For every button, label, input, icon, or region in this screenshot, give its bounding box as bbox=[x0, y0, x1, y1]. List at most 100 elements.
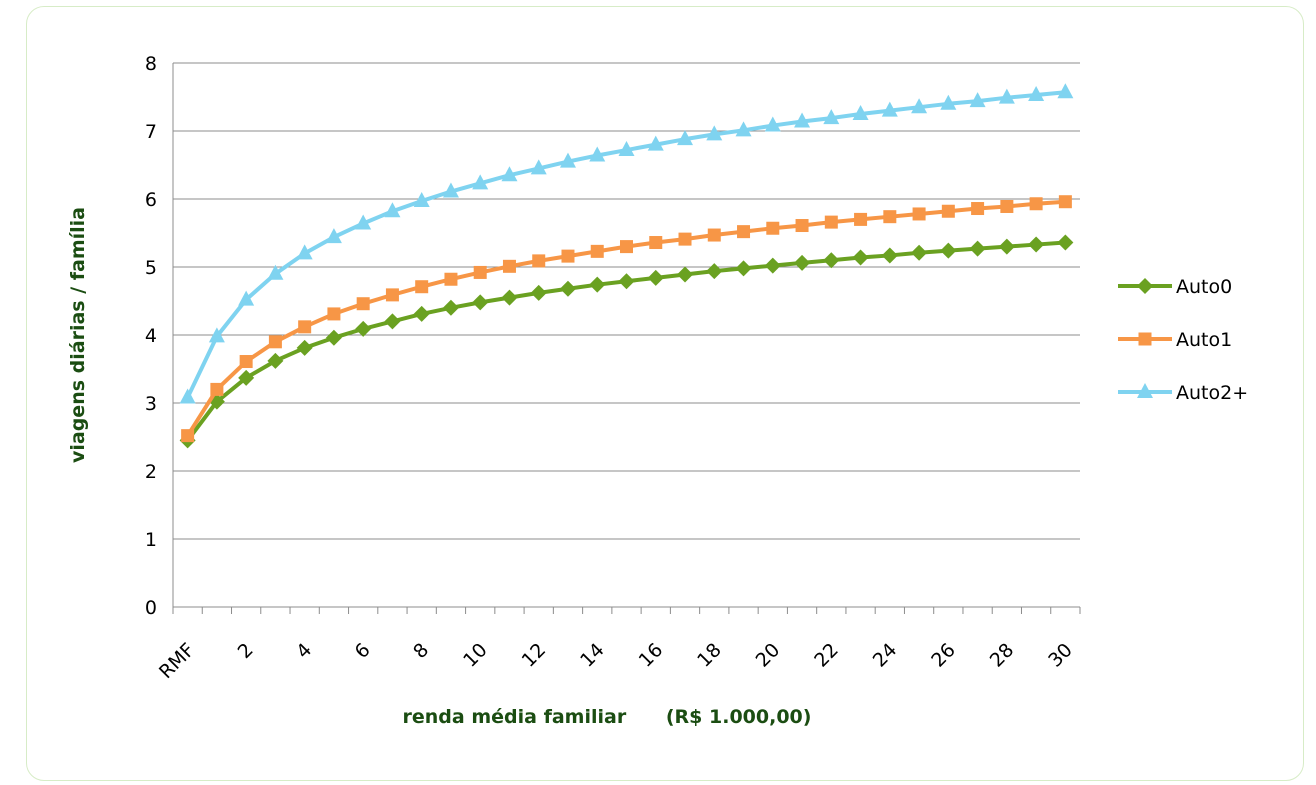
data-point-auto0 bbox=[589, 277, 605, 293]
data-point-auto1 bbox=[269, 335, 282, 348]
legend-marker-auto0 bbox=[1137, 278, 1153, 294]
data-point-auto0 bbox=[940, 243, 956, 259]
data-point-auto0 bbox=[531, 285, 547, 301]
data-point-auto1 bbox=[181, 429, 194, 442]
legend-label-auto1: Auto1 bbox=[1176, 329, 1232, 351]
legend-marker-auto1 bbox=[1139, 333, 1152, 346]
x-tick-label: RMF bbox=[155, 639, 199, 683]
data-point-auto0 bbox=[999, 239, 1015, 255]
data-point-auto2 bbox=[180, 389, 196, 404]
x-tick-label: 22 bbox=[810, 639, 843, 672]
data-point-auto1 bbox=[825, 216, 838, 229]
series-lines bbox=[180, 83, 1074, 448]
data-point-auto0 bbox=[472, 294, 488, 310]
data-point-auto1 bbox=[240, 355, 253, 368]
series-line-auto1 bbox=[188, 202, 1066, 436]
data-point-auto1 bbox=[913, 207, 926, 220]
data-point-auto0 bbox=[823, 252, 839, 268]
data-point-auto1 bbox=[796, 219, 809, 232]
data-point-auto0 bbox=[355, 321, 371, 337]
data-point-auto1 bbox=[708, 229, 721, 242]
x-tick-label: 30 bbox=[1044, 639, 1077, 672]
data-point-auto1 bbox=[357, 297, 370, 310]
x-tick-label: 28 bbox=[986, 639, 1019, 672]
x-tick-label: 20 bbox=[752, 639, 785, 672]
data-point-auto1 bbox=[679, 233, 692, 246]
x-tick-label: 18 bbox=[693, 639, 726, 672]
y-tick-label: 5 bbox=[145, 257, 157, 279]
data-point-auto1 bbox=[649, 236, 662, 249]
data-point-auto1 bbox=[532, 254, 545, 267]
data-point-auto0 bbox=[326, 330, 342, 346]
data-point-auto0 bbox=[1057, 235, 1073, 251]
data-point-auto1 bbox=[444, 273, 457, 286]
data-point-auto0 bbox=[443, 300, 459, 316]
data-point-auto0 bbox=[853, 249, 869, 265]
data-point-auto0 bbox=[267, 353, 283, 369]
data-point-auto0 bbox=[882, 247, 898, 263]
data-point-auto2 bbox=[1057, 83, 1073, 98]
data-point-auto0 bbox=[736, 260, 752, 276]
data-point-auto1 bbox=[971, 202, 984, 215]
x-axis-title: renda média familiar (R$ 1.000,00) bbox=[403, 706, 812, 728]
data-point-auto1 bbox=[1000, 200, 1013, 213]
data-point-auto0 bbox=[501, 290, 517, 306]
data-point-auto1 bbox=[591, 245, 604, 258]
data-point-auto0 bbox=[677, 266, 693, 282]
data-point-auto0 bbox=[765, 258, 781, 274]
data-point-auto0 bbox=[297, 340, 313, 356]
data-point-auto1 bbox=[883, 210, 896, 223]
x-tick-label: 6 bbox=[351, 639, 375, 663]
data-point-auto1 bbox=[854, 213, 867, 226]
data-point-auto1 bbox=[386, 288, 399, 301]
data-point-auto0 bbox=[794, 255, 810, 271]
data-point-auto0 bbox=[970, 241, 986, 257]
x-tick-label: 16 bbox=[635, 639, 668, 672]
data-point-auto1 bbox=[620, 240, 633, 253]
data-point-auto1 bbox=[327, 307, 340, 320]
data-point-auto0 bbox=[706, 263, 722, 279]
data-point-auto0 bbox=[414, 306, 430, 322]
y-tick-label: 1 bbox=[145, 529, 157, 551]
legend-label-auto0: Auto0 bbox=[1176, 276, 1232, 298]
y-tick-label: 8 bbox=[145, 53, 157, 75]
y-tick-label: 0 bbox=[145, 597, 157, 619]
data-point-auto0 bbox=[384, 313, 400, 329]
data-point-auto0 bbox=[1028, 237, 1044, 253]
x-tick-label: 2 bbox=[234, 639, 258, 663]
y-axis-title: viagens diárias / família bbox=[67, 207, 89, 463]
x-tick-label: 12 bbox=[518, 639, 551, 672]
data-point-auto1 bbox=[474, 266, 487, 279]
y-tick-label: 2 bbox=[145, 461, 157, 483]
y-axis-ticks: 0 1 2 3 4 5 6 7 8 bbox=[145, 53, 157, 619]
data-point-auto1 bbox=[298, 320, 311, 333]
series-line-auto0 bbox=[188, 243, 1066, 441]
data-point-auto0 bbox=[911, 245, 927, 261]
data-point-auto0 bbox=[619, 273, 635, 289]
data-point-auto1 bbox=[1030, 197, 1043, 210]
x-tick-label: 24 bbox=[869, 639, 902, 672]
data-point-auto0 bbox=[560, 281, 576, 297]
x-tick-label: 26 bbox=[927, 639, 960, 672]
data-point-auto1 bbox=[942, 205, 955, 218]
legend-label-auto2: Auto2+ bbox=[1176, 382, 1248, 404]
data-point-auto0 bbox=[648, 270, 664, 286]
data-point-auto1 bbox=[415, 280, 428, 293]
legend: Auto0 Auto1 Auto2+ bbox=[1118, 276, 1248, 404]
data-point-auto1 bbox=[737, 225, 750, 238]
x-tick-label: 10 bbox=[459, 639, 492, 672]
y-tick-label: 6 bbox=[145, 189, 157, 211]
data-point-auto1 bbox=[766, 222, 779, 235]
x-tick-label: 14 bbox=[576, 639, 609, 672]
y-tick-label: 3 bbox=[145, 393, 157, 415]
x-axis: RMF 2 4 6 8 10 12 14 16 18 20 22 24 26 28 30 bbox=[155, 63, 1080, 683]
data-point-auto1 bbox=[503, 260, 516, 273]
data-point-auto1 bbox=[210, 383, 223, 396]
x-tick-label: 4 bbox=[292, 639, 316, 663]
x-tick-label: 8 bbox=[409, 639, 433, 663]
y-tick-label: 4 bbox=[145, 325, 157, 347]
data-point-auto1 bbox=[1059, 195, 1072, 208]
y-tick-label: 7 bbox=[145, 121, 157, 143]
data-point-auto1 bbox=[561, 250, 574, 263]
